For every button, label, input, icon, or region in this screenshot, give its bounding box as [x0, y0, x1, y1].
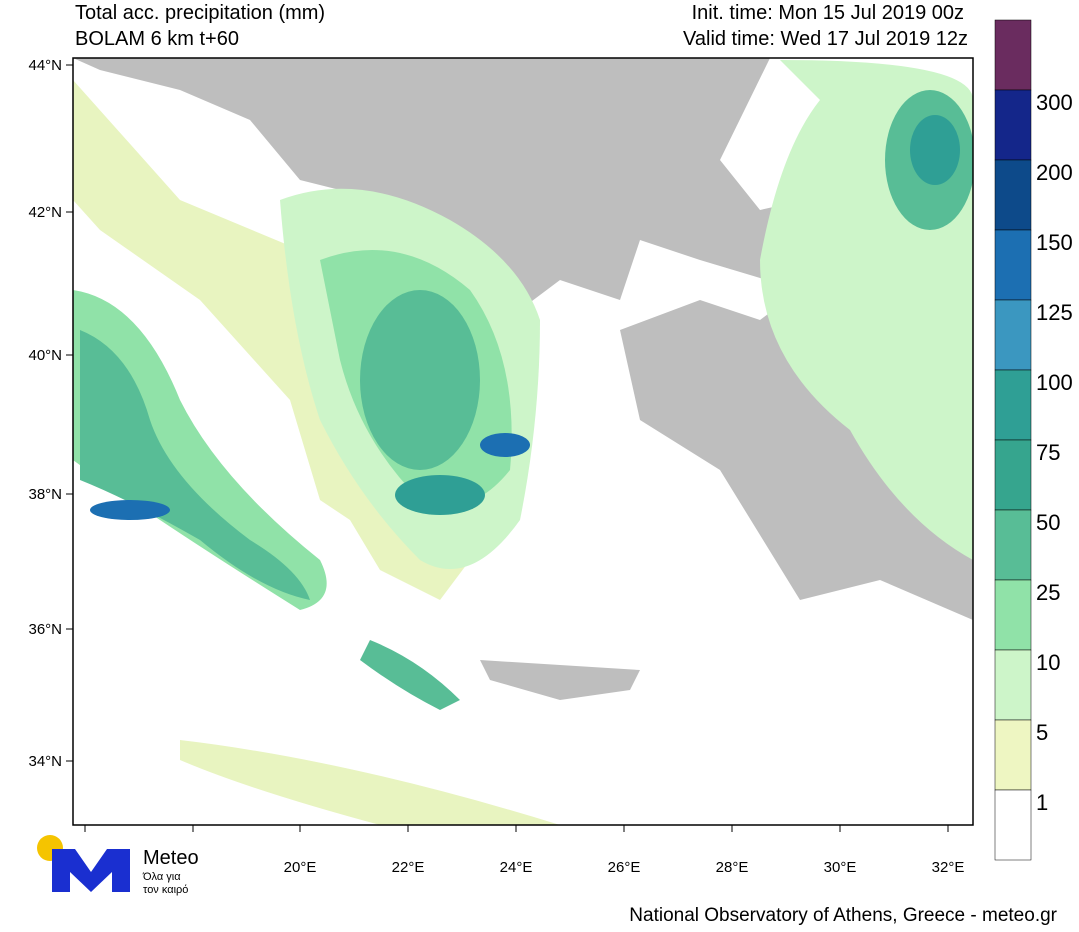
- footer-credit: National Observatory of Athens, Greece -…: [629, 905, 1057, 926]
- logo-m: [52, 849, 130, 892]
- colorbar-label: 1: [1036, 790, 1048, 815]
- logo-tagline: Όλα για: [142, 871, 181, 883]
- logo: Meteo Όλα για τον καιρό: [37, 835, 199, 896]
- colorbar-swatch: [994, 579, 1032, 651]
- lat-label: 38°N: [28, 486, 62, 503]
- logo-tagline: τον καιρό: [143, 884, 188, 896]
- colorbar-swatch: [994, 299, 1032, 371]
- rain-area: [910, 115, 960, 185]
- colorbar: 300 200 150 125 100 75 50 25 10 5 1: [994, 19, 1073, 861]
- colorbar-label: 25: [1036, 580, 1060, 605]
- colorbar-label: 150: [1036, 230, 1073, 255]
- logo-name: Meteo: [143, 847, 199, 869]
- colorbar-swatch: [994, 509, 1032, 581]
- rain-area: [90, 500, 170, 520]
- colorbar-label: 10: [1036, 650, 1060, 675]
- lon-label: 24°E: [500, 859, 533, 876]
- colorbar-label: 75: [1036, 440, 1060, 465]
- colorbar-swatch: [994, 649, 1032, 721]
- subtitle: BOLAM 6 km t+60: [75, 28, 239, 50]
- colorbar-swatch: [994, 369, 1032, 441]
- lat-label: 44°N: [28, 57, 62, 74]
- lat-label: 34°N: [28, 753, 62, 770]
- lat-label: 36°N: [28, 621, 62, 638]
- lat-label: 40°N: [28, 347, 62, 364]
- rain-area: [73, 290, 327, 610]
- rain-area: [360, 640, 460, 710]
- rain-area: [180, 740, 560, 825]
- colorbar-label: 5: [1036, 720, 1048, 745]
- init-time: Init. time: Mon 15 Jul 2019 00z: [692, 2, 964, 24]
- map-area: [72, 57, 974, 826]
- rain-area: [395, 475, 485, 515]
- lon-label: 20°E: [284, 859, 317, 876]
- crete: [480, 660, 640, 700]
- map-frame: [72, 57, 974, 826]
- title: Total acc. precipitation (mm): [75, 2, 325, 24]
- valid-time: Valid time: Wed 17 Jul 2019 12z: [683, 28, 968, 50]
- colorbar-label: 50: [1036, 510, 1060, 535]
- colorbar-swatch: [994, 89, 1032, 161]
- lat-label: 42°N: [28, 204, 62, 221]
- rain-area: [480, 433, 530, 457]
- colorbar-swatch: [994, 19, 1032, 91]
- colorbar-label: 300: [1036, 90, 1073, 115]
- land-gray: [73, 58, 973, 620]
- rain-area: [360, 290, 480, 470]
- colorbar-swatch: [994, 229, 1032, 301]
- colorbar-swatch: [994, 789, 1032, 861]
- colorbar-swatch: [994, 439, 1032, 511]
- colorbar-swatch: [994, 719, 1032, 791]
- colorbar-swatch: [994, 159, 1032, 231]
- rain-area: [80, 330, 310, 600]
- lon-label: 26°E: [608, 859, 641, 876]
- colorbar-label: 125: [1036, 300, 1073, 325]
- lon-label: 22°E: [392, 859, 425, 876]
- lon-label: 32°E: [932, 859, 965, 876]
- lon-label: 28°E: [716, 859, 749, 876]
- colorbar-label: 200: [1036, 160, 1073, 185]
- lon-label: 30°E: [824, 859, 857, 876]
- colorbar-label: 100: [1036, 370, 1073, 395]
